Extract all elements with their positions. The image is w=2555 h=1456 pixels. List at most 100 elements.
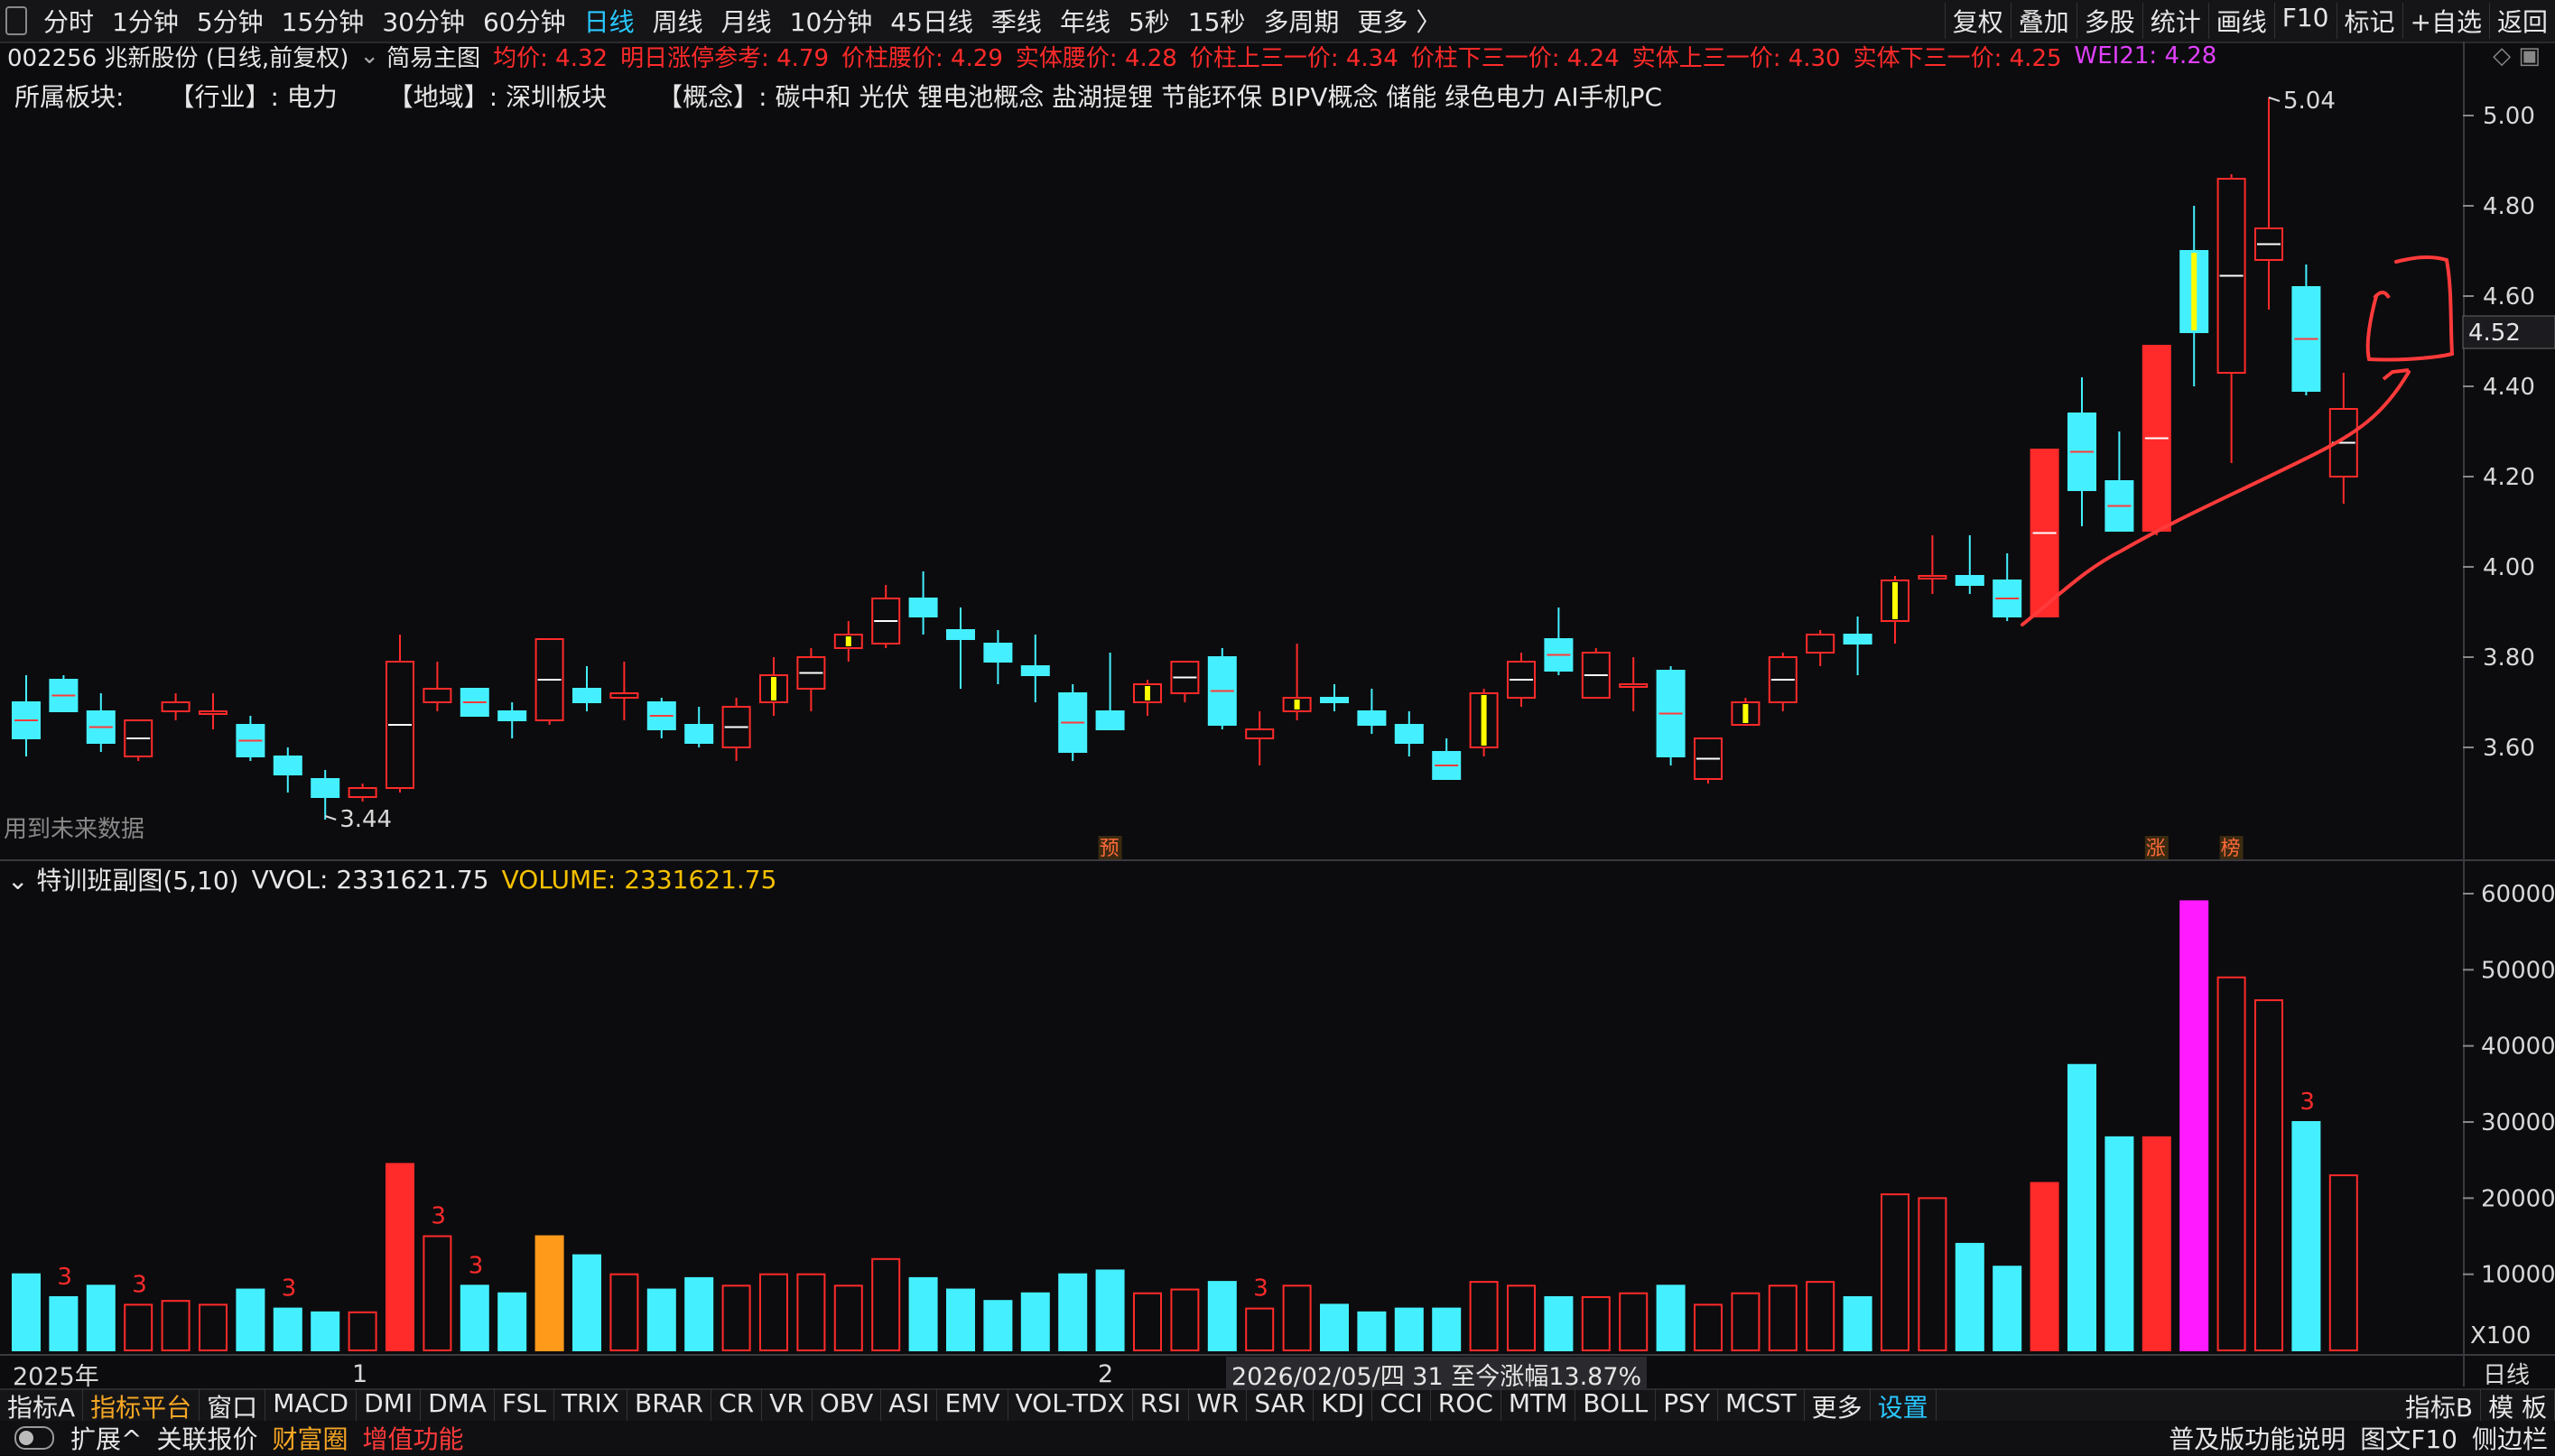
period-tab[interactable]: 15秒	[1187, 7, 1246, 37]
status-link[interactable]: 侧边栏	[2471, 1424, 2548, 1454]
indicator-tab[interactable]: PSY	[1656, 1388, 1718, 1424]
indicator-tab[interactable]: 指标A	[0, 1388, 84, 1424]
period-tab[interactable]: 月线	[720, 7, 772, 37]
status-link[interactable]: 增值功能	[362, 1424, 464, 1454]
chart-name[interactable]: 简易主图	[386, 44, 481, 72]
toolbar-button[interactable]: 返回	[2488, 3, 2555, 39]
industry-tag[interactable]: 【行业】: 电力	[169, 82, 338, 112]
volume-bar	[721, 1284, 751, 1351]
indicator-tab[interactable]: SAR	[1247, 1388, 1315, 1424]
volume-bar	[1694, 1303, 1723, 1352]
volume-bar	[311, 1311, 340, 1352]
status-link[interactable]: 图文F10	[2360, 1424, 2457, 1454]
indicator-tab[interactable]: MACD	[265, 1388, 358, 1424]
volume-bar	[1806, 1281, 1835, 1351]
volume-bar	[86, 1284, 116, 1351]
subchart-title[interactable]: ⌄ 特训班副图(5,10)	[7, 866, 239, 895]
panel-toggle-icon[interactable]	[5, 6, 27, 35]
indicator-tab[interactable]: CR	[711, 1388, 763, 1424]
period-tab[interactable]: 周线	[652, 7, 703, 37]
indicator-tab[interactable]: 模 板	[2481, 1388, 2555, 1424]
indicator-tab[interactable]: WR	[1189, 1388, 1248, 1424]
indicator-tab[interactable]: MTM	[1501, 1388, 1576, 1424]
concept-tag[interactable]: 【概念】: 碳中和 光伏 锂电池概念 盐湖提锂 节能环保 BIPV概念 储能 绿…	[657, 82, 1663, 112]
toolbar-button[interactable]: 叠加	[2010, 3, 2077, 39]
volume-bar	[273, 1307, 302, 1352]
date-axis: 2025年 1 2 2026/02/05/四 31 至今涨幅13.87%	[0, 1356, 2555, 1392]
chevron-down-icon[interactable]: ⌄	[359, 42, 380, 70]
indicator-tab[interactable]: 指标B	[2398, 1388, 2482, 1424]
cursor-date-label: 2026/02/05/四 31 至今涨幅13.87%	[1226, 1356, 1648, 1392]
period-tab[interactable]: 5分钟	[196, 7, 264, 37]
toolbar-button[interactable]: +自选	[2402, 3, 2489, 39]
indicator-tab[interactable]: BRAR	[627, 1388, 712, 1424]
price-tick-label: 4.80	[2483, 193, 2535, 220]
candle-body	[273, 756, 302, 775]
volume-marker-label: 3	[469, 1252, 484, 1279]
volume-tick-label: 20000	[2481, 1185, 2555, 1212]
period-tab[interactable]: 多周期	[1263, 7, 1340, 37]
volume-bar	[871, 1257, 901, 1352]
toolbar-button[interactable]: F10	[2273, 3, 2337, 39]
indicator-tab[interactable]: TRIX	[554, 1388, 627, 1424]
volume-bar	[2067, 1063, 2096, 1351]
period-tab[interactable]: 季线	[990, 7, 1042, 37]
window-controls-icon[interactable]: ◇ ▣	[2493, 42, 2541, 70]
indicator-tab[interactable]: 窗口	[200, 1388, 266, 1424]
indicator-tab[interactable]: RSI	[1133, 1388, 1190, 1424]
indicator-tab[interactable]: ROC	[1431, 1388, 1501, 1424]
region-tag[interactable]: 【地域】: 深圳板块	[387, 82, 608, 112]
status-link[interactable]: 关联报价	[156, 1424, 258, 1454]
indicator-tab[interactable]: 指标平台	[83, 1388, 200, 1424]
annotation-arrow	[2382, 368, 2410, 381]
period-tab[interactable]: 1分钟	[112, 7, 179, 37]
status-link[interactable]: 财富圈	[272, 1424, 348, 1454]
indicator-tabbar: 指标A 指标平台 窗口 MACD DMI DMA FSL TRIX BRAR CR VR OBV ASI…	[0, 1388, 2555, 1424]
period-tab[interactable]: 10分钟	[789, 7, 873, 37]
volume-bar	[2179, 900, 2209, 1352]
candle-mark-yellow	[2191, 253, 2197, 330]
indicator-tab[interactable]: OBV	[813, 1388, 882, 1424]
period-tab[interactable]: 60分钟	[482, 7, 566, 37]
expand-toggle[interactable]	[14, 1426, 54, 1450]
indicator-tab[interactable]: DMA	[421, 1388, 495, 1424]
indicator-tab[interactable]: EMV	[937, 1388, 1008, 1424]
toolbar-button[interactable]: 多股	[2076, 3, 2142, 39]
period-tab[interactable]: 15分钟	[281, 7, 365, 37]
status-link[interactable]: 扩展^	[70, 1424, 143, 1454]
indicator-tab[interactable]: CCI	[1372, 1388, 1431, 1424]
price-tick-label: 4.20	[2483, 464, 2535, 491]
period-tab[interactable]: 5秒	[1128, 7, 1170, 37]
indicator-tab[interactable]: ASI	[881, 1388, 938, 1424]
indicator-tab[interactable]: VR	[762, 1388, 813, 1424]
indicator-tab[interactable]: DMI	[357, 1388, 422, 1424]
candle-body	[311, 778, 340, 798]
status-link[interactable]: 普及版功能说明	[2169, 1424, 2346, 1454]
period-tab[interactable]: 30分钟	[382, 7, 465, 37]
indicator-tab[interactable]: BOLL	[1575, 1388, 1657, 1424]
period-tab[interactable]: 分时	[43, 7, 95, 37]
toolbar-button[interactable]: 标记	[2336, 3, 2402, 39]
volume-value: VOLUME: 2331621.75	[501, 864, 777, 895]
period-tab[interactable]: 45日线	[890, 7, 973, 37]
toolbar-button[interactable]: 统计	[2142, 3, 2208, 39]
volume-bar	[1170, 1288, 1200, 1351]
period-tab[interactable]: 更多 〉	[1357, 7, 1442, 37]
period-tab[interactable]: 日线	[583, 7, 635, 37]
indicator-value: 价柱腰价: 4.29	[841, 44, 1003, 72]
sector-line: 所属板块: 【行业】: 电力 【地域】: 深圳板块 【概念】: 碳中和 光伏 锂…	[0, 76, 2555, 116]
indicator-tab[interactable]: 设置	[1871, 1388, 1937, 1424]
toolbar-button[interactable]: 画线	[2207, 3, 2274, 39]
indicator-tab[interactable]: VOL-TDX	[1008, 1388, 1133, 1424]
interval-label: 日线	[2483, 1362, 2530, 1389]
indicator-tab[interactable]: KDJ	[1314, 1388, 1373, 1424]
indicator-tab[interactable]: 更多	[1805, 1388, 1871, 1424]
period-tab[interactable]: 年线	[1059, 7, 1110, 37]
volume-bar	[1095, 1269, 1125, 1351]
toolbar-button[interactable]: 复权	[1944, 3, 2011, 39]
annotation-box-tail	[2373, 291, 2391, 300]
candle-body	[684, 724, 714, 744]
indicator-tab[interactable]: FSL	[495, 1388, 554, 1424]
indicator-tab[interactable]: MCST	[1718, 1388, 1805, 1424]
